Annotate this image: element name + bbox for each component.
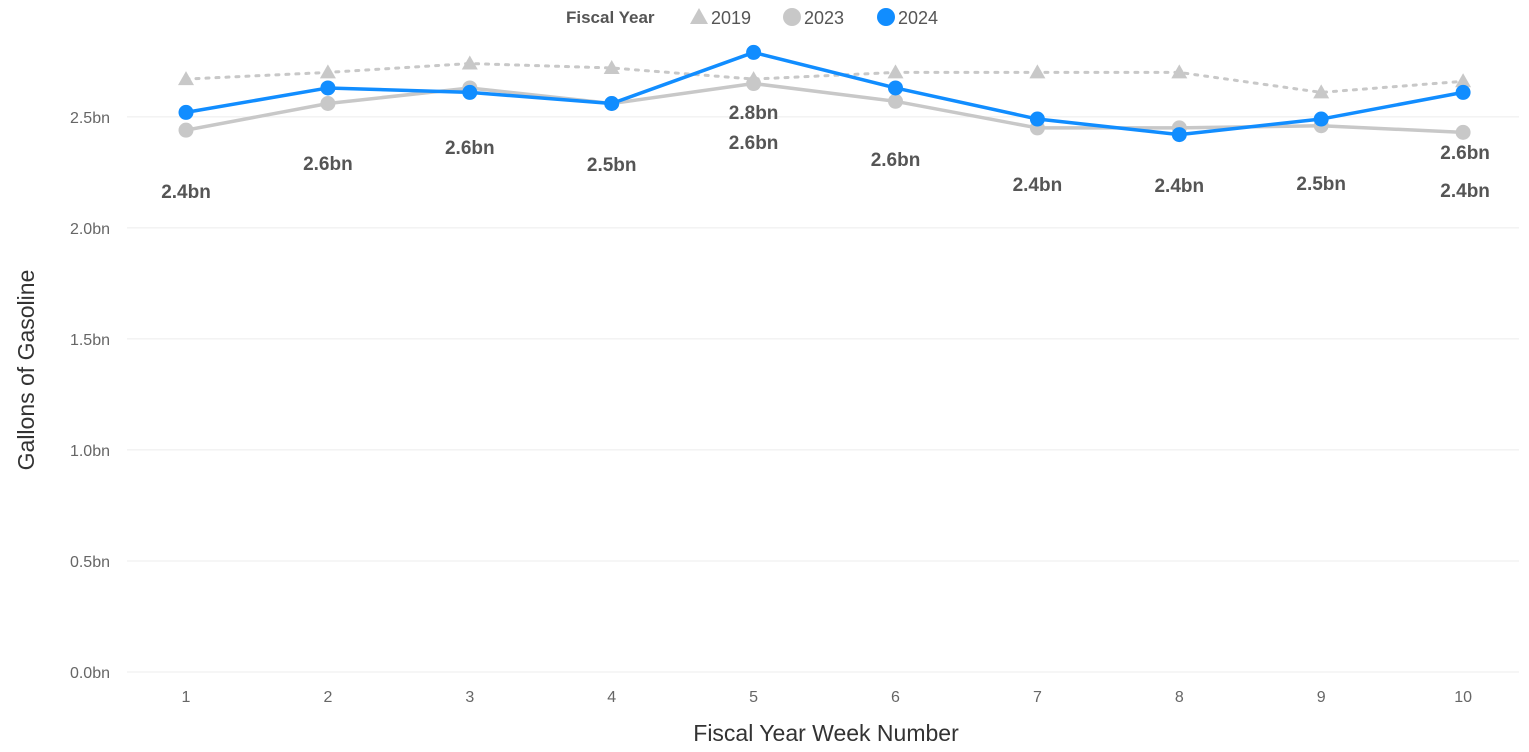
data-point xyxy=(178,104,194,120)
data-point xyxy=(320,96,336,112)
data-label: 2.6bn xyxy=(729,133,779,154)
data-point xyxy=(1455,84,1471,100)
x-tick-label: 3 xyxy=(465,689,474,706)
legend-item-2019[interactable]: 2019 xyxy=(690,8,751,28)
data-point xyxy=(1313,84,1330,99)
legend-item-2024[interactable]: 2024 xyxy=(877,8,938,28)
legend-label: 2023 xyxy=(804,8,844,28)
legend-label: 2019 xyxy=(711,8,751,28)
x-tick-label: 4 xyxy=(607,689,616,706)
data-point xyxy=(887,64,904,79)
series-line-2024 xyxy=(185,50,1464,137)
data-point xyxy=(1171,64,1188,79)
data-point xyxy=(461,55,478,70)
data-point xyxy=(1171,127,1187,143)
x-tick-label: 10 xyxy=(1454,689,1472,706)
data-point xyxy=(178,71,194,86)
y-tick-label: 1.5bn xyxy=(70,332,110,349)
series-layer xyxy=(178,44,1472,143)
legend-triangle-icon xyxy=(690,8,708,24)
x-tick-label: 7 xyxy=(1033,689,1042,706)
legend-title: Fiscal Year xyxy=(566,8,655,27)
x-tick-label: 1 xyxy=(182,689,191,706)
x-tick-label: 9 xyxy=(1317,689,1326,706)
legend-circle-icon xyxy=(877,8,895,26)
data-point xyxy=(604,96,620,112)
x-axis-ticks: 1 2 3 4 5 6 7 8 9 10 xyxy=(182,689,1473,706)
data-point xyxy=(1455,124,1471,140)
series-2024 xyxy=(178,44,1471,143)
data-label: 2.4bn xyxy=(1154,176,1204,197)
y-axis-ticks: 0.0bn 0.5bn 1.0bn 1.5bn 2.0bn 2.5bn xyxy=(70,110,110,682)
data-label: 2.8bn xyxy=(729,103,779,124)
data-point xyxy=(178,122,194,138)
data-point xyxy=(1455,73,1472,88)
data-labels: 2.4bn 2.6bn 2.6bn 2.5bn 2.6bn 2.6bn 2.4bn 2.4bn… xyxy=(161,103,1490,203)
x-tick-label: 6 xyxy=(891,689,900,706)
legend-circle-icon xyxy=(783,8,801,26)
data-point xyxy=(746,44,762,60)
data-label: 2.6bn xyxy=(1440,143,1490,164)
x-tick-label: 2 xyxy=(323,689,332,706)
data-label: 2.5bn xyxy=(1296,174,1346,195)
y-tick-label: 2.5bn xyxy=(70,110,110,127)
data-point xyxy=(462,84,478,100)
data-point xyxy=(1029,64,1046,79)
data-label: 2.6bn xyxy=(871,150,921,171)
legend: Fiscal Year 2019 2023 2024 xyxy=(566,8,938,28)
y-tick-label: 0.5bn xyxy=(70,554,110,571)
data-point xyxy=(888,80,903,96)
data-point xyxy=(746,76,762,92)
legend-label: 2024 xyxy=(898,8,938,28)
data-point xyxy=(1029,111,1045,127)
y-axis-title: Gallons of Gasoline xyxy=(13,270,39,471)
y-tick-label: 1.0bn xyxy=(70,443,110,460)
y-tick-label: 2.0bn xyxy=(70,221,110,238)
data-label: 2.6bn xyxy=(303,154,353,175)
data-point xyxy=(319,64,336,79)
x-axis-title: Fiscal Year Week Number xyxy=(693,720,959,746)
legend-item-2023[interactable]: 2023 xyxy=(783,8,844,28)
gridlines xyxy=(127,116,1519,673)
data-point xyxy=(603,59,620,74)
x-tick-label: 8 xyxy=(1175,689,1184,706)
data-point xyxy=(320,80,336,96)
data-point xyxy=(1313,111,1329,127)
data-label: 2.6bn xyxy=(445,138,495,159)
data-label: 2.4bn xyxy=(1440,181,1490,202)
data-label: 2.5bn xyxy=(587,155,637,176)
series-line-2019 xyxy=(184,62,1465,94)
y-tick-label: 0.0bn xyxy=(70,665,110,682)
data-label: 2.4bn xyxy=(161,182,211,203)
data-point xyxy=(888,93,903,109)
data-label: 2.4bn xyxy=(1013,175,1063,196)
x-tick-label: 5 xyxy=(749,689,758,706)
